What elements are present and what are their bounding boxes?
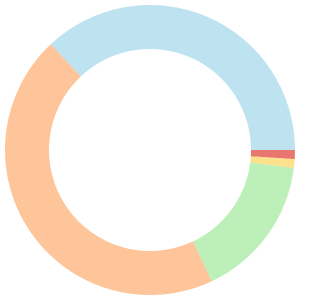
slice bbox=[193, 162, 294, 282]
slice bbox=[250, 150, 295, 160]
slice bbox=[5, 44, 212, 295]
slice bbox=[50, 4, 296, 151]
chart bbox=[5, 4, 296, 295]
slice bbox=[250, 156, 295, 169]
